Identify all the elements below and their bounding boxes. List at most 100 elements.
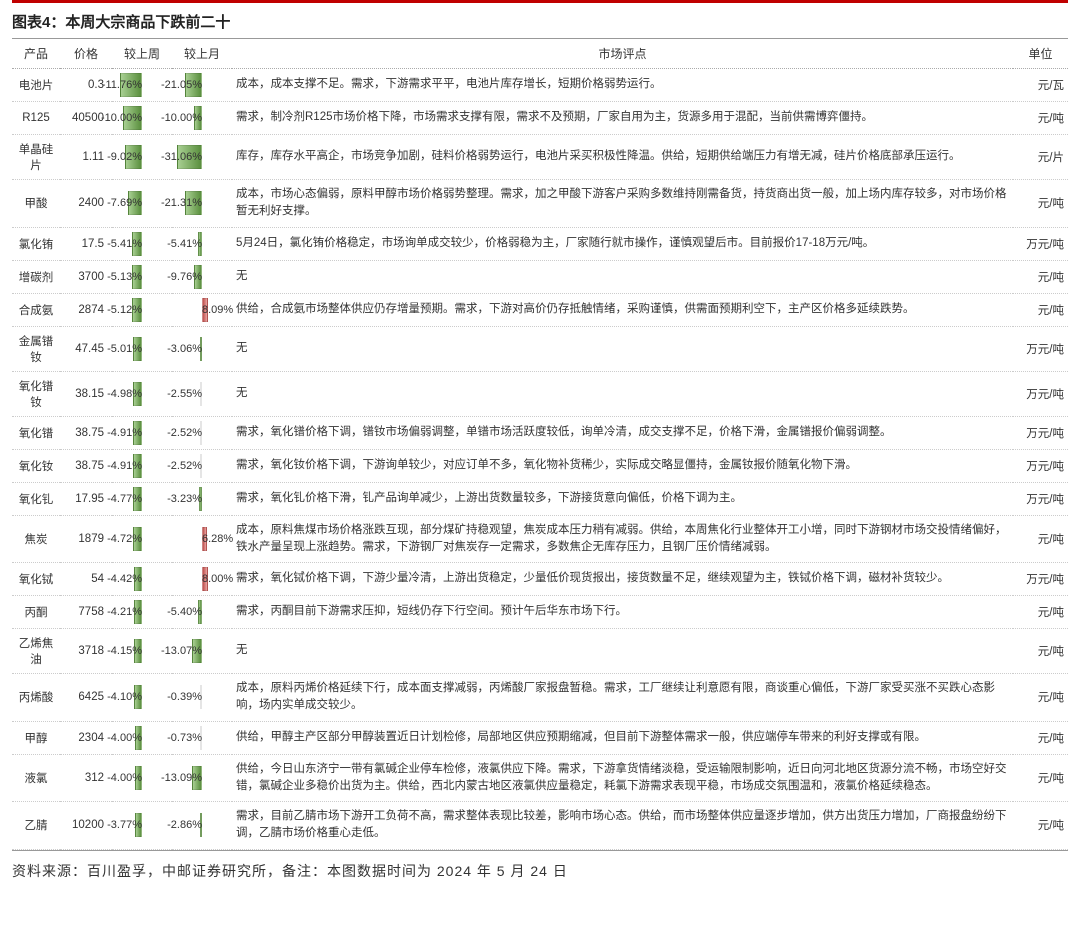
- cell-price: 47.45: [60, 326, 112, 371]
- cell-unit: 元/吨: [1013, 260, 1068, 293]
- cell-unit: 元/吨: [1013, 596, 1068, 629]
- cell-mom: -3.23%: [172, 482, 232, 515]
- chart-title-bar: 图表4：本周大宗商品下跌前二十: [12, 0, 1068, 39]
- cell-mom: -3.06%: [172, 326, 232, 371]
- cell-unit: 元/吨: [1013, 515, 1068, 563]
- cell-unit: 万元/吨: [1013, 416, 1068, 449]
- cell-product: 丙酮: [12, 596, 60, 629]
- table-row: 氧化镨38.75 -4.91% -2.52% 需求，氧化镨价格下调，镨钕市场偏弱…: [12, 416, 1068, 449]
- cell-unit: 万元/吨: [1013, 482, 1068, 515]
- cell-wow: -4.91%: [112, 449, 172, 482]
- cell-unit: 元/吨: [1013, 629, 1068, 674]
- cell-unit: 万元/吨: [1013, 227, 1068, 260]
- cell-mom: -2.52%: [172, 449, 232, 482]
- cell-comment: 供给，甲醇主产区部分甲醇装置近日计划检修，局部地区供应预期缩减，但目前下游整体需…: [232, 721, 1013, 754]
- cell-product: 金属镨钕: [12, 326, 60, 371]
- cell-wow: -5.01%: [112, 326, 172, 371]
- cell-price: 2304: [60, 721, 112, 754]
- cell-price: 17.5: [60, 227, 112, 260]
- cell-unit: 万元/吨: [1013, 563, 1068, 596]
- cell-price: 2874: [60, 293, 112, 326]
- cell-mom: -2.86%: [172, 802, 232, 850]
- cell-unit: 元/瓦: [1013, 69, 1068, 102]
- cell-comment: 供给，今日山东济宁一带有氯碱企业停车检修，液氯供应下降。需求，下游拿货情绪淡稳，…: [232, 754, 1013, 802]
- cell-unit: 元/吨: [1013, 802, 1068, 850]
- cell-unit: 元/吨: [1013, 102, 1068, 135]
- cell-price: 1879: [60, 515, 112, 563]
- cell-product: 甲醇: [12, 721, 60, 754]
- cell-product: 氯化铕: [12, 227, 60, 260]
- cell-comment: 需求，目前乙腈市场下游开工负荷不高，需求整体表现比较差，影响市场心态。供给，而市…: [232, 802, 1013, 850]
- cell-mom: -0.39%: [172, 674, 232, 722]
- table-row: 电池片0.3 -11.76% -21.05% 成本，成本支撑不足。需求，下游需求…: [12, 69, 1068, 102]
- cell-unit: 元/吨: [1013, 754, 1068, 802]
- cell-wow: -5.13%: [112, 260, 172, 293]
- cell-product: 氧化镨: [12, 416, 60, 449]
- cell-mom: -5.41%: [172, 227, 232, 260]
- cell-product: 氧化镨钕: [12, 371, 60, 416]
- cell-product: 乙烯焦油: [12, 629, 60, 674]
- cell-comment: 无: [232, 371, 1013, 416]
- col-mom: 较上月: [172, 39, 232, 69]
- cell-comment: 需求，氧化铽价格下调，下游少量冷清，上游出货稳定，少量低价现货报出，接货数量不足…: [232, 563, 1013, 596]
- cell-mom: -13.07%: [172, 629, 232, 674]
- cell-comment: 需求，氧化钕价格下调，下游询单较少，对应订单不多，氧化物补货稀少，实际成交略显僵…: [232, 449, 1013, 482]
- cell-price: 3700: [60, 260, 112, 293]
- cell-wow: -5.41%: [112, 227, 172, 260]
- col-wow: 较上周: [112, 39, 172, 69]
- chart-title: 图表4：本周大宗商品下跌前二十: [12, 14, 230, 31]
- cell-price: 312: [60, 754, 112, 802]
- table-row: R12540500 -10.00% -10.00% 需求，制冷剂R125市场价格…: [12, 102, 1068, 135]
- cell-product: 丙烯酸: [12, 674, 60, 722]
- table-row: 合成氨2874 -5.12% 8.09% 供给，合成氨市场整体供应仍存增量预期。…: [12, 293, 1068, 326]
- table-row: 甲醇2304 -4.00% -0.73% 供给，甲醇主产区部分甲醇装置近日计划检…: [12, 721, 1068, 754]
- cell-wow: -4.77%: [112, 482, 172, 515]
- cell-mom: 8.00%: [172, 563, 232, 596]
- cell-mom: -5.40%: [172, 596, 232, 629]
- cell-comment: 无: [232, 629, 1013, 674]
- commodity-table: 产品 价格 较上周 较上月 市场评点 单位 电池片0.3 -11.76% -21…: [12, 39, 1068, 850]
- cell-unit: 万元/吨: [1013, 326, 1068, 371]
- cell-wow: -4.42%: [112, 563, 172, 596]
- cell-product: 液氯: [12, 754, 60, 802]
- cell-comment: 成本，成本支撑不足。需求，下游需求平平，电池片库存增长，短期价格弱势运行。: [232, 69, 1013, 102]
- table-row: 甲酸2400 -7.69% -21.31% 成本，市场心态偏弱，原料甲醇市场价格…: [12, 180, 1068, 228]
- col-unit: 单位: [1013, 39, 1068, 69]
- cell-comment: 供给，合成氨市场整体供应仍存增量预期。需求，下游对高价仍存抵触情绪，采购谨慎，供…: [232, 293, 1013, 326]
- cell-product: 单晶硅片: [12, 135, 60, 180]
- cell-unit: 元/吨: [1013, 674, 1068, 722]
- cell-mom: -10.00%: [172, 102, 232, 135]
- cell-wow: -4.72%: [112, 515, 172, 563]
- cell-comment: 需求，制冷剂R125市场价格下降，市场需求支撑有限，需求不及预期，厂家自用为主，…: [232, 102, 1013, 135]
- cell-comment: 库存，库存水平高企，市场竞争加剧，硅料价格弱势运行，电池片采买积极性降温。供给，…: [232, 135, 1013, 180]
- cell-comment: 5月24日，氯化铕价格稳定，市场询单成交较少，价格弱稳为主，厂家随行就市操作，谨…: [232, 227, 1013, 260]
- cell-price: 7758: [60, 596, 112, 629]
- cell-wow: -4.00%: [112, 721, 172, 754]
- cell-unit: 元/吨: [1013, 180, 1068, 228]
- cell-wow: -4.91%: [112, 416, 172, 449]
- cell-comment: 成本，市场心态偏弱，原料甲醇市场价格弱势整理。需求，加之甲酸下游客户采购多数维持…: [232, 180, 1013, 228]
- cell-price: 10200: [60, 802, 112, 850]
- cell-price: 38.75: [60, 449, 112, 482]
- cell-mom: -9.76%: [172, 260, 232, 293]
- col-product: 产品: [12, 39, 60, 69]
- table-row: 焦炭1879 -4.72% 6.28% 成本，原料焦煤市场价格涨跌互现，部分煤矿…: [12, 515, 1068, 563]
- cell-product: 焦炭: [12, 515, 60, 563]
- cell-comment: 需求，氧化镨价格下调，镨钕市场偏弱调整，单镨市场活跃度较低，询单冷清，成交支撑不…: [232, 416, 1013, 449]
- cell-wow: -4.10%: [112, 674, 172, 722]
- cell-comment: 成本，原料焦煤市场价格涨跌互现，部分煤矿持稳观望，焦炭成本压力稍有减弱。供给，本…: [232, 515, 1013, 563]
- cell-price: 38.15: [60, 371, 112, 416]
- cell-wow: -3.77%: [112, 802, 172, 850]
- cell-wow: -4.98%: [112, 371, 172, 416]
- table-row: 氧化铽54 -4.42% 8.00% 需求，氧化铽价格下调，下游少量冷清，上游出…: [12, 563, 1068, 596]
- cell-unit: 万元/吨: [1013, 371, 1068, 416]
- cell-comment: 成本，原料丙烯价格延续下行，成本面支撑减弱，丙烯酸厂家报盘暂稳。需求，工厂继续让…: [232, 674, 1013, 722]
- cell-comment: 无: [232, 260, 1013, 293]
- table-row: 液氯312 -4.00% -13.09% 供给，今日山东济宁一带有氯碱企业停车检…: [12, 754, 1068, 802]
- cell-product: 乙腈: [12, 802, 60, 850]
- table-row: 氯化铕17.5 -5.41% -5.41% 5月24日，氯化铕价格稳定，市场询单…: [12, 227, 1068, 260]
- table-row: 氧化钆17.95 -4.77% -3.23% 需求，氧化钆价格下滑，钆产品询单减…: [12, 482, 1068, 515]
- cell-comment: 需求，丙酮目前下游需求压抑，短线仍存下行空间。预计午后华东市场下行。: [232, 596, 1013, 629]
- table-row: 丙酮7758 -4.21% -5.40% 需求，丙酮目前下游需求压抑，短线仍存下…: [12, 596, 1068, 629]
- col-comment: 市场评点: [232, 39, 1013, 69]
